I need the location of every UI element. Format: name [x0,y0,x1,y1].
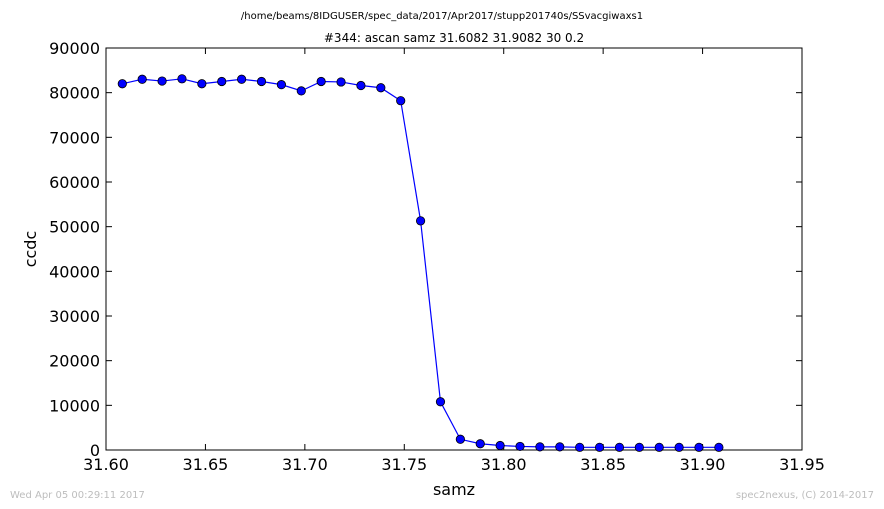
y-tick-label: 50000 [49,218,100,237]
data-point [634,442,644,452]
x-tick-label: 31.80 [481,455,527,474]
data-point [614,442,625,452]
y-axis-label: ccdc [21,231,40,268]
plot-area [105,47,803,451]
data-point [237,74,247,84]
y-tick-label: 60000 [49,173,100,192]
data-point [714,442,724,452]
data-point [296,86,306,96]
y-tick-label: 30000 [49,307,100,326]
data-point [654,442,664,452]
data-point [694,442,704,452]
data-point [515,441,525,452]
y-tick-label: 70000 [49,128,100,147]
y-tick-label: 80000 [49,84,100,103]
y-tick-label: 90000 [49,39,100,58]
data-point [415,216,426,226]
footer-credit: spec2nexus, (C) 2014-2017 [736,490,874,501]
data-point [575,442,585,452]
data-point [356,80,366,91]
data-point [495,440,505,451]
y-axis: 0 10000 20000 30000 40000 50000 60000 70000 8000… [49,39,802,460]
x-tick-label: 31.90 [680,455,726,474]
data-point [594,442,605,452]
data-point [674,442,684,452]
x-tick-label: 31.95 [779,455,825,474]
data-point [137,74,147,84]
y-tick-label: 20000 [49,352,100,371]
series-points [117,74,724,452]
data-point [455,434,465,444]
data-point [117,79,127,89]
x-axis-label: samz [433,480,475,499]
data-point [555,442,565,452]
data-point [535,442,545,452]
data-point [316,76,326,87]
x-tick-label: 31.85 [580,455,626,474]
x-tick-label: 31.60 [83,455,129,474]
chart-title: #344: ascan samz 31.6082 31.9082 30 0.2 [324,31,584,45]
data-point [256,76,267,87]
data-point [376,83,386,93]
y-tick-label: 10000 [49,396,100,415]
footer-timestamp: Wed Apr 05 00:29:11 2017 [10,490,145,501]
x-tick-label: 31.70 [282,455,328,474]
data-point [157,76,167,86]
data-point [475,439,485,449]
data-point [336,77,346,87]
data-point [435,397,446,407]
x-tick-label: 31.65 [183,455,229,474]
y-tick-label: 40000 [49,262,100,281]
data-point [197,79,207,89]
data-point [276,80,286,90]
data-point [396,96,406,106]
chart-suptitle: /home/beams/8IDGUSER/spec_data/2017/Apr2… [241,11,643,22]
x-tick-label: 31.75 [381,455,427,474]
y-tick-label: 0 [90,441,100,460]
data-point [217,76,227,87]
data-point [177,74,187,84]
